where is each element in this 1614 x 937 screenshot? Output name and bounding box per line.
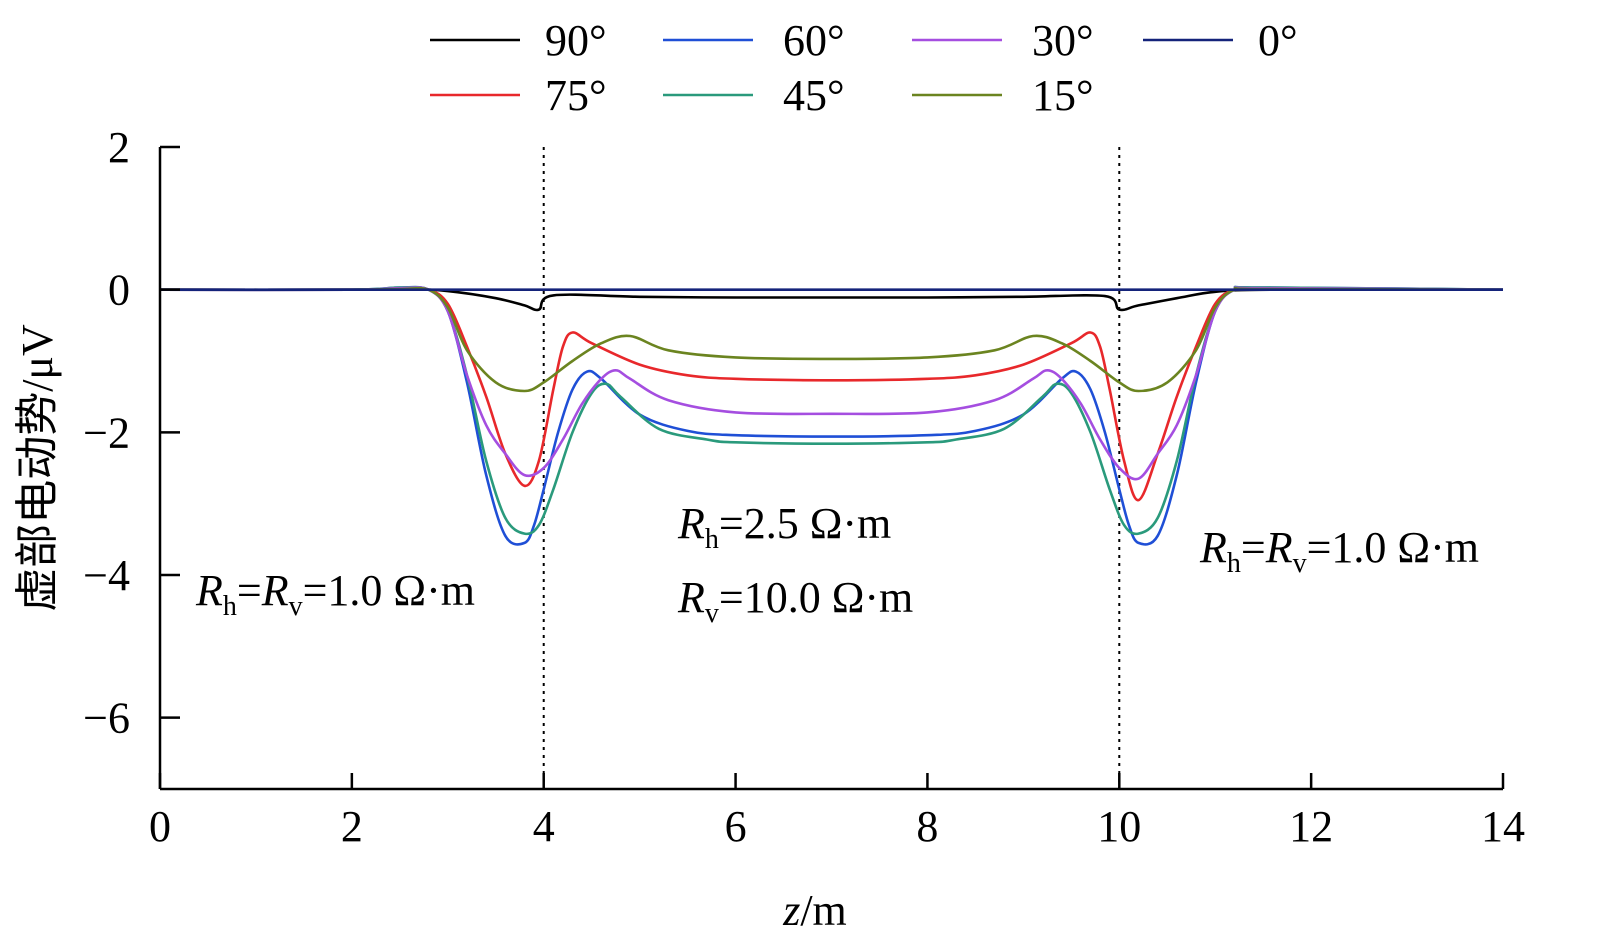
y-tick-label: −6: [83, 694, 130, 743]
annotation-subscript: h: [705, 524, 719, 555]
annotation-subscript: h: [223, 591, 237, 622]
x-tick-label: 8: [916, 802, 938, 851]
region-annotation: Rh=2.5 Ω·m: [677, 499, 891, 555]
legend-label: 90°: [545, 16, 607, 65]
region-annotation: Rh=Rv=1.0 Ω·m: [195, 566, 475, 622]
annotation-symbol: R: [677, 573, 705, 622]
annotation-symbol: R: [1199, 523, 1227, 572]
annotation-subscript: v: [705, 598, 719, 629]
plot-area: [159, 147, 1504, 789]
axes: 0 2 4 6 8 10 12 14 2 0 −2 −4 −6: [83, 123, 1525, 851]
annotation-subscript: v: [1293, 548, 1307, 579]
annotation-equals: =: [237, 566, 262, 615]
series-line-30°: [159, 286, 1504, 481]
series-line-90°: [159, 287, 1504, 312]
annotation-symbol: R: [195, 566, 223, 615]
series-line-15°: [159, 286, 1504, 393]
annotation-symbol: R: [1265, 523, 1293, 572]
y-tick-label: 0: [108, 266, 130, 315]
legend: 90° 75° 60° 45° 30° 15° 0°: [430, 16, 1298, 120]
annotation-symbol: R: [677, 499, 705, 548]
annotation-subscript: v: [289, 591, 303, 622]
legend-label: 75°: [545, 71, 607, 120]
annotation-value: =10.0 Ω·m: [719, 573, 913, 622]
annotation-value: =2.5 Ω·m: [719, 499, 891, 548]
region-annotation: Rh=Rv=1.0 Ω·m: [1199, 523, 1479, 579]
x-tick-label: 10: [1097, 802, 1141, 851]
y-tick-label: −2: [83, 408, 130, 457]
x-axis-label-unit: /m: [800, 886, 846, 935]
x-tick-label: 4: [533, 802, 555, 851]
x-tick-label: 14: [1481, 802, 1525, 851]
y-tick-label: −4: [83, 551, 130, 600]
series-line-45°: [159, 285, 1504, 536]
annotations: Rh=Rv=1.0 Ω·mRh=2.5 Ω·mRv=10.0 Ω·mRh=Rv=…: [195, 499, 1479, 629]
legend-label: 0°: [1258, 16, 1298, 65]
x-tick-label: 0: [149, 802, 171, 851]
annotation-value: =1.0 Ω·m: [1307, 523, 1479, 572]
region-annotation: Rv=10.0 Ω·m: [677, 573, 913, 629]
annotation-value: =1.0 Ω·m: [303, 566, 475, 615]
series-line-75°: [159, 286, 1504, 502]
annotation-symbol: R: [261, 566, 289, 615]
legend-label: 15°: [1032, 71, 1094, 120]
legend-label: 45°: [783, 71, 845, 120]
x-tick-label: 2: [341, 802, 363, 851]
legend-label: 60°: [783, 16, 845, 65]
x-tick-label: 6: [725, 802, 747, 851]
x-axis-label: z/m: [782, 886, 847, 935]
x-axis-label-italic: z: [782, 886, 800, 935]
annotation-subscript: h: [1227, 548, 1241, 579]
annotation-equals: =: [1241, 523, 1266, 572]
series-line-60°: [159, 285, 1504, 546]
x-tick-label: 12: [1289, 802, 1333, 851]
y-axis-label: 虚部电动势/μV: [13, 324, 62, 612]
y-tick-label: 2: [108, 123, 130, 172]
legend-label: 30°: [1032, 16, 1094, 65]
